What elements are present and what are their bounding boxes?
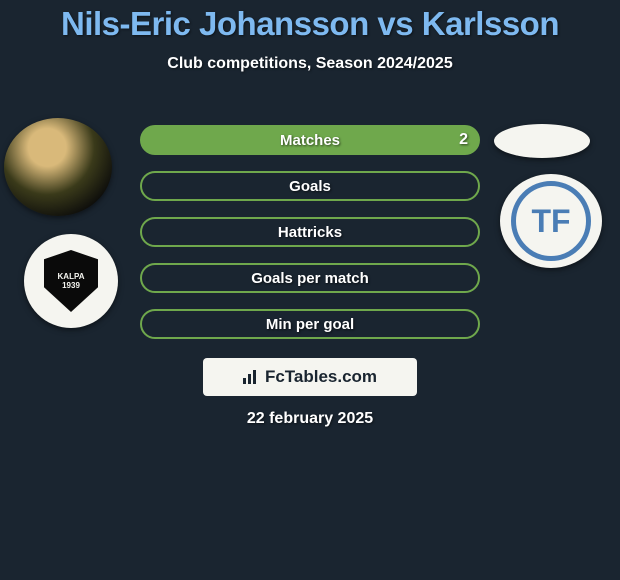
branding-box[interactable]: FcTables.com bbox=[203, 358, 417, 396]
player1-photo bbox=[4, 118, 112, 216]
main-container: Nils-Eric Johansson vs Karlsson Club com… bbox=[0, 0, 620, 73]
trelleborgs-logo-icon: TF bbox=[511, 181, 591, 261]
team2-letter: TF bbox=[531, 205, 570, 237]
kalpa-shield-icon: KALPA 1939 bbox=[44, 250, 98, 312]
stat-label: Hattricks bbox=[278, 224, 342, 241]
bar-chart-icon bbox=[243, 370, 261, 384]
stat-rows-container: Matches 2 Goals Hattricks Goals per matc… bbox=[140, 125, 480, 355]
stat-row-hattricks: Hattricks bbox=[140, 217, 480, 247]
stat-row-goals-per-match: Goals per match bbox=[140, 263, 480, 293]
team1-name: KALPA bbox=[58, 272, 85, 281]
team1-year: 1939 bbox=[62, 281, 80, 290]
stat-row-matches: Matches 2 bbox=[140, 125, 480, 155]
stat-label: Goals bbox=[289, 178, 331, 195]
date-label: 22 february 2025 bbox=[0, 410, 620, 428]
stat-row-min-per-goal: Min per goal bbox=[140, 309, 480, 339]
stat-value: 2 bbox=[459, 131, 468, 149]
player2-oval bbox=[494, 124, 590, 158]
stat-row-goals: Goals bbox=[140, 171, 480, 201]
page-title: Nils-Eric Johansson vs Karlsson bbox=[0, 5, 620, 43]
player2-team-badge: TF bbox=[500, 174, 602, 268]
branding-text: FcTables.com bbox=[265, 367, 377, 387]
stat-label: Min per goal bbox=[266, 316, 354, 333]
stat-label: Goals per match bbox=[251, 270, 369, 287]
page-subtitle: Club competitions, Season 2024/2025 bbox=[0, 55, 620, 73]
stat-label: Matches bbox=[280, 132, 340, 149]
player1-team-badge: KALPA 1939 bbox=[24, 234, 118, 328]
